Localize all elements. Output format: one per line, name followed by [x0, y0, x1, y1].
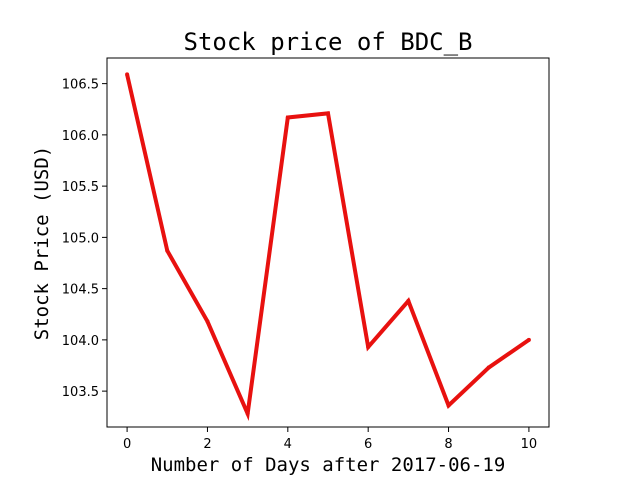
data-point [446, 403, 451, 408]
data-point [205, 319, 210, 324]
y-tick-label: 106.5 [62, 78, 99, 93]
series-layer [125, 72, 531, 422]
plot-frame [106, 57, 550, 428]
series-line [125, 73, 531, 422]
x-tick-label: 0 [123, 437, 131, 452]
data-point [165, 248, 170, 253]
data-point [406, 298, 411, 303]
y-axis-label: Stock Price (USD) [31, 146, 53, 340]
data-point [366, 345, 371, 350]
chart-title: Stock price of BDC_B [184, 28, 473, 56]
x-tick-label: 6 [364, 437, 372, 452]
data-point [486, 365, 491, 370]
data-point [526, 337, 531, 342]
x-tick-label: 4 [284, 437, 292, 452]
x-tick-label: 10 [521, 437, 538, 452]
data-point [245, 411, 250, 416]
y-tick-label: 105.5 [62, 180, 99, 195]
data-point [285, 115, 290, 120]
y-tick-label: 103.5 [62, 385, 99, 400]
y-tick-label: 104.5 [62, 283, 99, 298]
y-tick-label: 104.0 [62, 334, 99, 349]
x-tick-label: 2 [203, 437, 211, 452]
axis-ticks: 0 2 4 6 8 10 103.5 104.0 104.5 105.0 105.5 106.0 106… [62, 78, 537, 452]
y-tick-label: 105.0 [62, 231, 99, 246]
data-point [326, 111, 330, 116]
x-axis-label: Number of Days after 2017-06-19 [151, 454, 506, 476]
x-tick-label: 8 [444, 437, 452, 452]
y-tick-label: 106.0 [62, 129, 99, 144]
data-point [125, 72, 130, 77]
